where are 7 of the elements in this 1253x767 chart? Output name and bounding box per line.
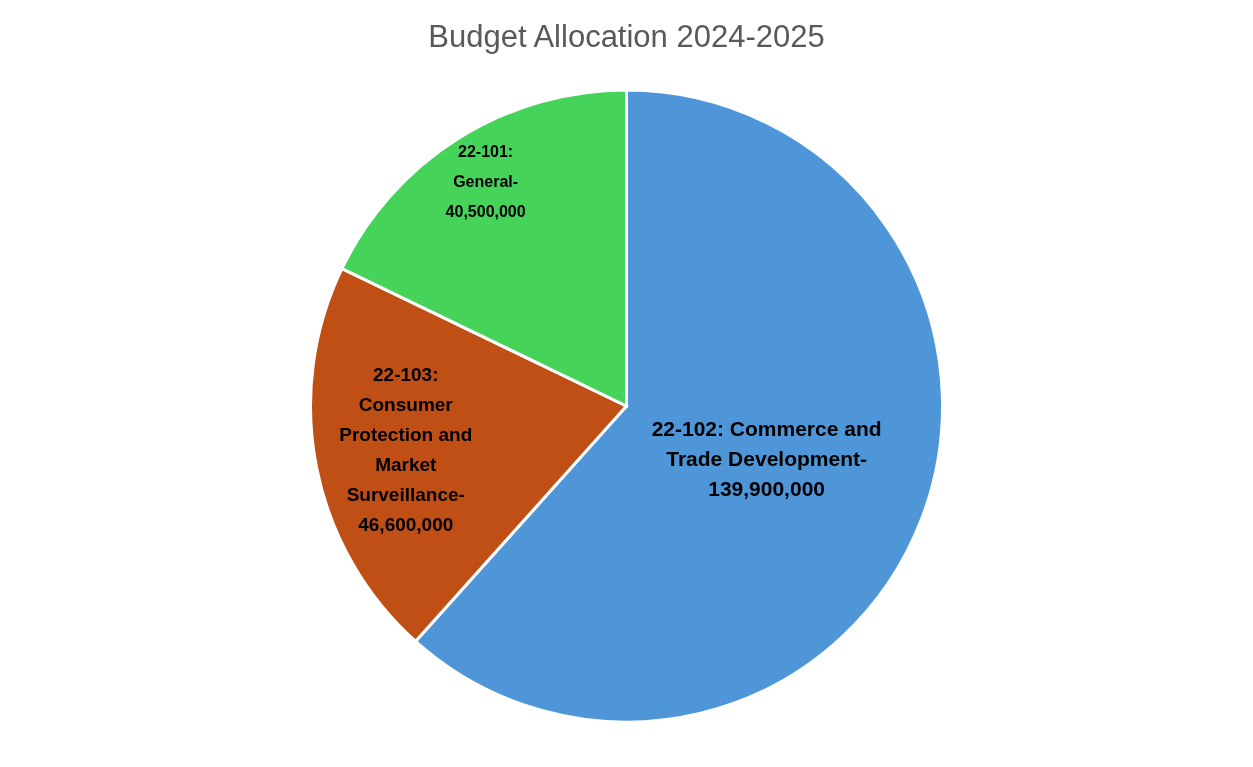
data-label: 139,900,000	[708, 476, 825, 500]
slice-label: 22-103: Consumer Protection and Market Surveillance-	[339, 363, 473, 505]
slice-label: 22-101: General-	[453, 142, 519, 190]
data-label: 40,500,000	[445, 202, 526, 220]
slice-label: 22-102: Commerce and Trade Development-	[651, 416, 882, 470]
chart-title: Budget Allocation 2024-2025	[428, 19, 825, 54]
data-label: 46,600,000	[358, 513, 454, 535]
